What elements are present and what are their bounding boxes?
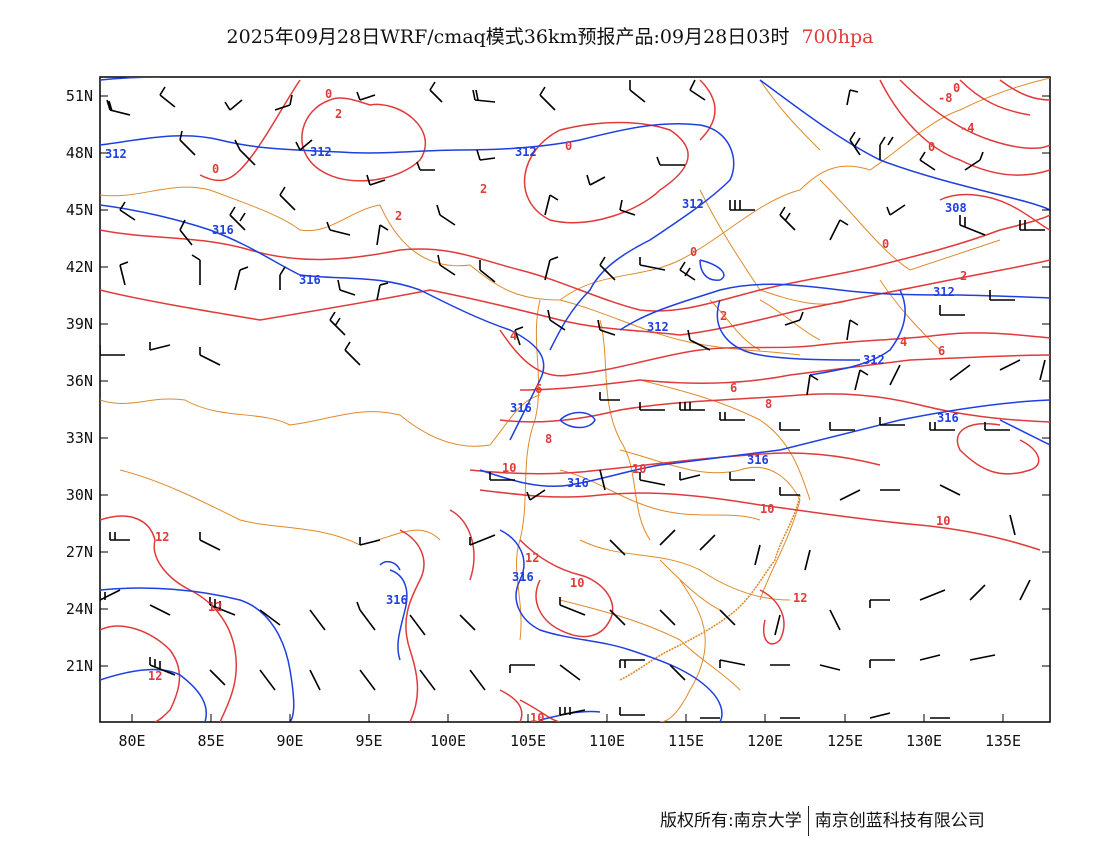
- temp-label: 0: [690, 245, 697, 259]
- lat-label: 39N: [66, 315, 93, 333]
- height-label: 316: [512, 570, 534, 584]
- temp-label: 10: [760, 502, 774, 516]
- lon-label: 120E: [747, 732, 783, 750]
- temp-label: 12: [793, 591, 807, 605]
- footer-divider: [807, 806, 809, 836]
- temp-label: 6: [535, 382, 542, 396]
- temp-label: 10: [570, 576, 584, 590]
- lat-label: 30N: [66, 486, 93, 504]
- lon-label: 80E: [118, 732, 145, 750]
- chart-title: 2025年09月28日WRF/cmaq模式36km预报产品:09月28日03时 7…: [0, 22, 1100, 49]
- temp-label: 2: [395, 209, 402, 223]
- temp-label: 10: [632, 462, 646, 476]
- lon-label: 130E: [906, 732, 942, 750]
- temp-label: 2: [335, 107, 342, 121]
- company-text: 南京创蓝科技有限公司: [814, 811, 985, 831]
- temp-label: 0: [325, 87, 332, 101]
- footer-credits: 版权所有:南京大学 南京创蓝科技有限公司: [660, 806, 985, 836]
- lat-label: 45N: [66, 201, 93, 219]
- lat-label: 33N: [66, 429, 93, 447]
- temp-label: 12: [155, 530, 169, 544]
- lat-label: 36N: [66, 372, 93, 390]
- lon-label: 100E: [430, 732, 466, 750]
- height-label: 312: [933, 285, 955, 299]
- lon-label: 105E: [510, 732, 546, 750]
- height-label: 312: [105, 147, 127, 161]
- temperature-contours: [100, 79, 1050, 722]
- lon-ticks: [131, 714, 1004, 722]
- copyright-text: 版权所有:南京大学: [660, 811, 802, 831]
- height-label: 312: [863, 353, 885, 367]
- lat-ticks: [100, 95, 1050, 667]
- temp-label: 2: [480, 182, 487, 196]
- map-frame: [99, 76, 1051, 723]
- temp-label: 12: [208, 600, 222, 614]
- temp-label: 0: [953, 81, 960, 95]
- lat-labels: 51N 48N 45N 42N 39N 36N 33N 30N 27N 24N …: [66, 87, 93, 675]
- height-label: 316: [212, 223, 234, 237]
- lon-label: 125E: [827, 732, 863, 750]
- temp-label: 12: [148, 669, 162, 683]
- lat-label: 24N: [66, 600, 93, 618]
- height-label: 312: [682, 197, 704, 211]
- height-label: 316: [567, 476, 589, 490]
- wind-barbs: [100, 79, 1046, 719]
- temp-label: 6: [938, 344, 945, 358]
- temp-label: 4: [900, 335, 907, 349]
- lat-label: 42N: [66, 258, 93, 276]
- lon-label: 110E: [589, 732, 625, 750]
- temp-label: 10: [530, 711, 544, 725]
- lon-label: 90E: [276, 732, 303, 750]
- lon-label: 115E: [668, 732, 704, 750]
- title-level: 700hpa: [801, 26, 874, 48]
- temp-label: 8: [765, 397, 772, 411]
- temp-label: 2: [960, 269, 967, 283]
- temp-label: 0: [928, 140, 935, 154]
- coastline: [619, 494, 801, 681]
- lon-label: 135E: [985, 732, 1021, 750]
- temp-label: 0: [565, 139, 572, 153]
- lon-label: 95E: [355, 732, 382, 750]
- temp-label: 6: [730, 381, 737, 395]
- temp-label: 2: [720, 309, 727, 323]
- title-main: 2025年09月28日WRF/cmaq模式36km预报产品:09月28日03时: [226, 26, 790, 48]
- height-label: 312: [515, 145, 537, 159]
- temp-label: 8: [545, 432, 552, 446]
- height-label: 312: [647, 320, 669, 334]
- height-label: 316: [510, 401, 532, 415]
- temp-label: 10: [502, 461, 516, 475]
- lat-label: 48N: [66, 144, 93, 162]
- height-label: 316: [299, 273, 321, 287]
- temp-label: -4: [960, 121, 974, 135]
- temp-label: -8: [938, 91, 952, 105]
- temp-label: 0: [882, 237, 889, 251]
- lat-label: 27N: [66, 543, 93, 561]
- temp-label: 10: [936, 514, 950, 528]
- height-labels: 312 312 312 312 316 316 312 308 312 312 …: [105, 145, 967, 607]
- temp-label: 0: [212, 162, 219, 176]
- height-label: 312: [310, 145, 332, 159]
- temp-label: 4: [510, 329, 517, 343]
- temp-label: 12: [525, 551, 539, 565]
- height-contours: [100, 77, 1050, 722]
- boundaries: [100, 77, 1050, 722]
- height-label: 316: [386, 593, 408, 607]
- lon-label: 85E: [197, 732, 224, 750]
- lat-label: 51N: [66, 87, 93, 105]
- lon-labels: 80E 85E 90E 95E 100E 105E 110E 115E 120E…: [118, 732, 1021, 750]
- lat-label: 21N: [66, 657, 93, 675]
- temperature-labels: 0 2 0 2 2 0 0 0 -4 0 0 -8 2 2 4 6 6 8 4 …: [148, 81, 974, 725]
- height-label: 308: [945, 201, 967, 215]
- height-label: 316: [747, 453, 769, 467]
- height-label: 316: [937, 411, 959, 425]
